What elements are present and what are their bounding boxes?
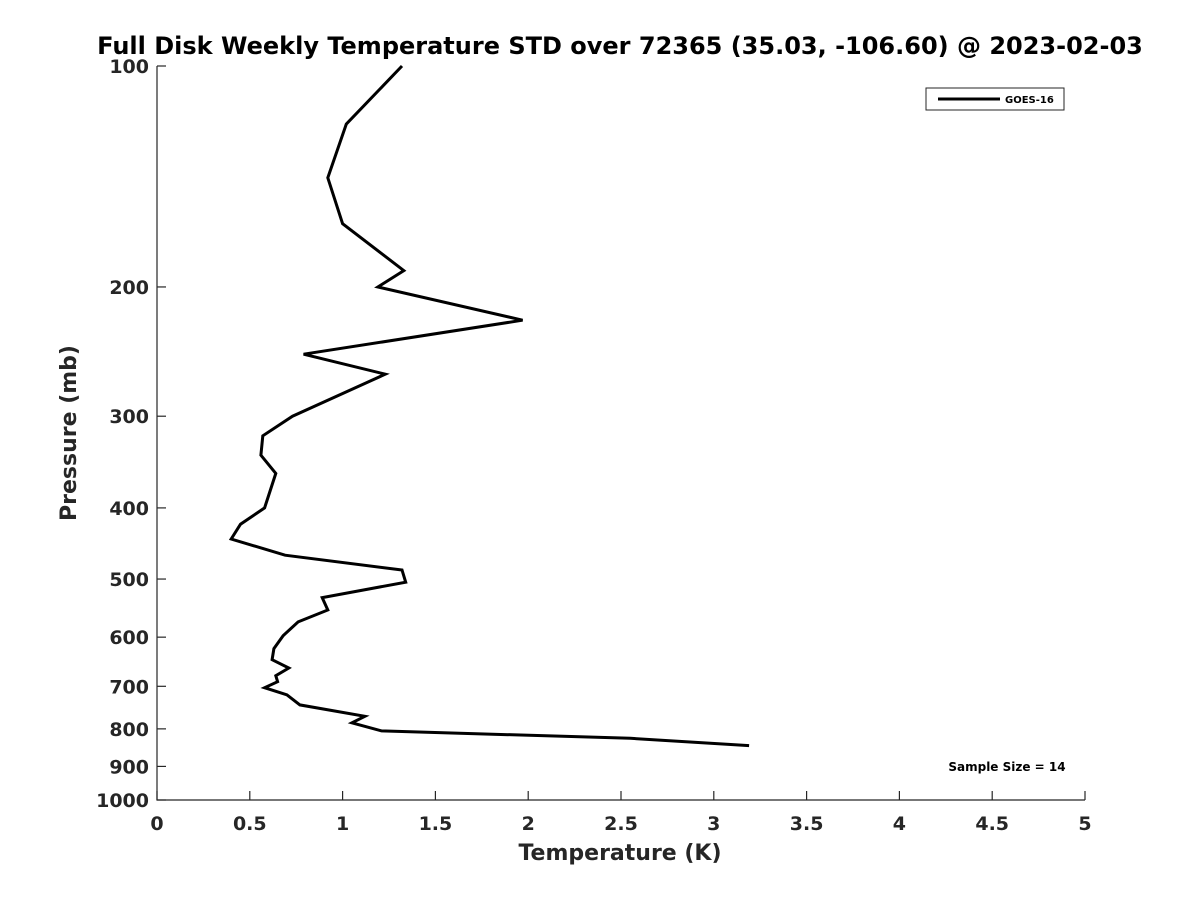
- x-tick-label: 0: [150, 813, 163, 835]
- x-tick-label: 1: [336, 813, 349, 835]
- chart-title: Full Disk Weekly Temperature STD over 72…: [97, 32, 1143, 60]
- y-tick-label: 800: [109, 719, 149, 741]
- x-tick-label: 3: [707, 813, 720, 835]
- series-line: [228, 64, 750, 748]
- x-tick-label: 4: [893, 813, 906, 835]
- y-tick-label: 400: [109, 498, 149, 520]
- x-axis: 0 0.5 1 1.5 2 2.5 3 3.5 4 4.5 5: [150, 791, 1092, 835]
- series-group: [228, 64, 750, 748]
- legend-label: GOES-16: [1005, 95, 1054, 106]
- x-tick-label: 1.5: [419, 813, 453, 835]
- y-axis-label: Pressure (mb): [57, 345, 82, 521]
- x-tick-label: 2: [522, 813, 535, 835]
- x-tick-label: 4.5: [975, 813, 1009, 835]
- y-axis: 100 200 300 400 500 600 700 800 900 1000: [96, 56, 166, 812]
- y-tick-label: 100: [109, 56, 149, 78]
- x-axis-label: Temperature (K): [518, 841, 721, 866]
- x-tick-label: 2.5: [604, 813, 638, 835]
- sample-size-annotation: Sample Size = 14: [948, 760, 1065, 774]
- y-tick-label: 200: [109, 277, 149, 299]
- y-tick-label: 1000: [96, 790, 149, 812]
- y-tick-label: 600: [109, 627, 149, 649]
- y-tick-label: 300: [109, 406, 149, 428]
- x-tick-label: 3.5: [790, 813, 824, 835]
- y-tick-label: 500: [109, 569, 149, 591]
- x-tick-label: 5: [1078, 813, 1091, 835]
- legend: GOES-16: [925, 87, 1065, 111]
- y-tick-label: 900: [109, 756, 149, 778]
- x-tick-label: 0.5: [233, 813, 267, 835]
- plot-area: 0 0.5 1 1.5 2 2.5 3 3.5 4 4.5 5 100 200 300 400 500 600…: [96, 56, 1092, 835]
- axis-lines: [156, 66, 1085, 801]
- y-tick-label: 700: [109, 676, 149, 698]
